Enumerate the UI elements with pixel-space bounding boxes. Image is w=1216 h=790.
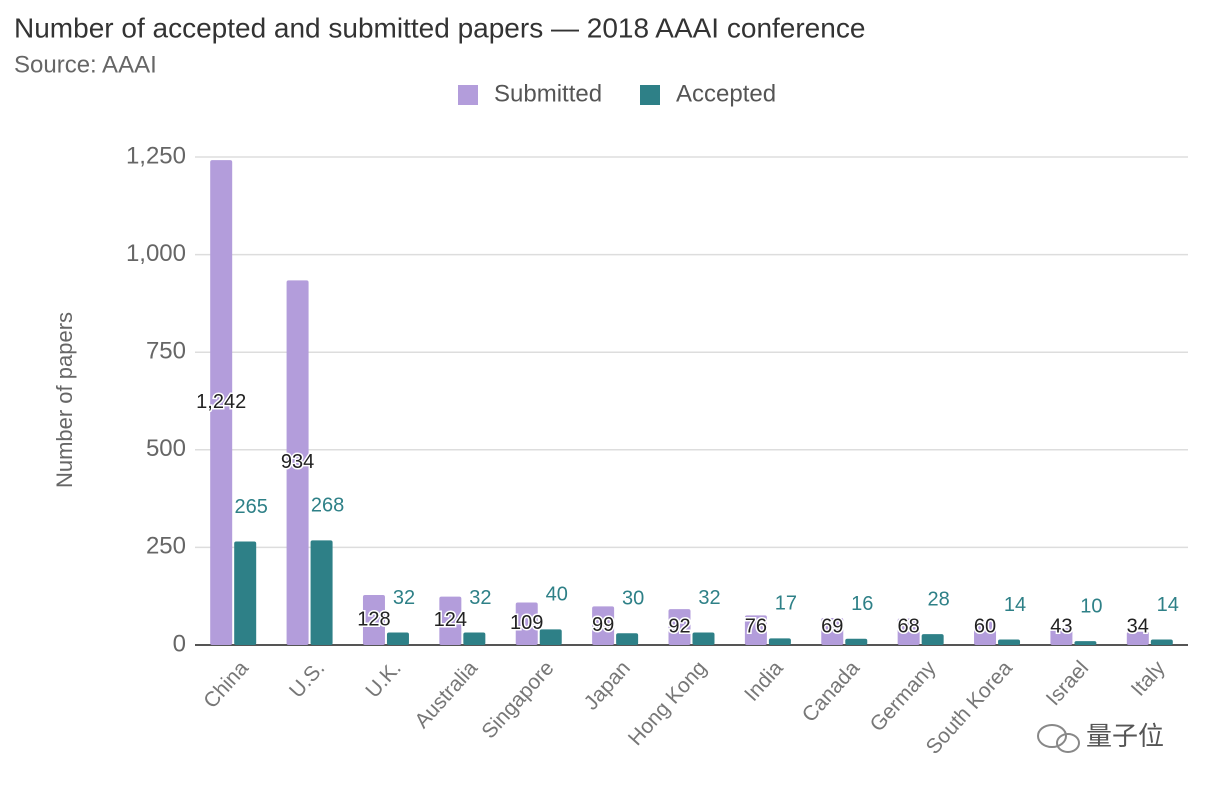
y-axis-label: Number of papers bbox=[52, 312, 77, 488]
value-label: 16 bbox=[851, 593, 873, 615]
value-label: 265 bbox=[235, 496, 268, 518]
y-tick-label: 1,250 bbox=[126, 142, 186, 169]
value-label: 32 bbox=[698, 587, 720, 609]
x-tick-label: Japan bbox=[580, 657, 635, 715]
value-label: 128 bbox=[357, 608, 390, 630]
bar bbox=[1150, 639, 1173, 645]
legend-label: Accepted bbox=[676, 80, 776, 107]
value-label: 30 bbox=[622, 588, 644, 610]
value-label: 268 bbox=[311, 495, 344, 517]
bar bbox=[463, 632, 486, 645]
bar bbox=[362, 595, 385, 645]
value-label: 109 bbox=[510, 612, 543, 634]
bar bbox=[974, 621, 997, 645]
value-label: 68 bbox=[898, 615, 920, 637]
x-tick-label: Australia bbox=[410, 656, 482, 732]
value-label: 32 bbox=[469, 587, 491, 609]
y-tick-label: 0 bbox=[173, 630, 186, 657]
bar bbox=[768, 638, 791, 645]
bar bbox=[310, 540, 333, 645]
bar bbox=[616, 633, 639, 645]
legend-swatch bbox=[458, 85, 478, 105]
bar bbox=[1050, 628, 1073, 645]
value-label: 92 bbox=[668, 615, 690, 637]
value-label: 124 bbox=[434, 609, 467, 631]
y-tick-label: 750 bbox=[146, 338, 186, 365]
bar bbox=[821, 618, 844, 645]
bar bbox=[539, 629, 562, 645]
watermark: 量子位 bbox=[1086, 721, 1164, 751]
watermark-icon bbox=[1037, 724, 1080, 753]
value-label: 28 bbox=[928, 588, 950, 610]
bar bbox=[592, 606, 615, 645]
value-label: 40 bbox=[546, 584, 568, 606]
y-tick-label: 1,000 bbox=[126, 240, 186, 267]
value-label: 69 bbox=[821, 615, 843, 637]
bar bbox=[439, 596, 462, 645]
bar bbox=[234, 541, 257, 645]
x-tick-label: Italy bbox=[1127, 656, 1170, 700]
y-tick-label: 500 bbox=[146, 435, 186, 462]
bar bbox=[692, 632, 715, 645]
x-tick-label: Germany bbox=[866, 656, 941, 736]
value-label: 99 bbox=[592, 614, 614, 636]
chart-title: Number of accepted and submitted papers … bbox=[14, 12, 865, 43]
value-label: 934 bbox=[281, 451, 314, 473]
bar bbox=[845, 638, 868, 645]
value-label: 1,242 bbox=[196, 391, 246, 413]
value-label: 14 bbox=[1157, 594, 1179, 616]
bar bbox=[1126, 631, 1149, 645]
legend-swatch bbox=[640, 85, 660, 105]
x-tick-label: Israel bbox=[1042, 657, 1093, 711]
bar bbox=[286, 280, 309, 645]
x-tick-label: Hong Kong bbox=[624, 657, 711, 750]
x-tick-label: Singapore bbox=[477, 657, 558, 744]
y-tick-label: 250 bbox=[146, 533, 186, 560]
value-label: 10 bbox=[1080, 595, 1102, 617]
chart-subtitle: Source: AAAI bbox=[14, 51, 157, 78]
bar bbox=[668, 609, 691, 645]
x-tick-label: China bbox=[199, 656, 253, 712]
value-label: 17 bbox=[775, 593, 797, 615]
bar bbox=[210, 160, 233, 645]
bar bbox=[921, 634, 944, 645]
bar bbox=[897, 618, 920, 645]
value-label: 34 bbox=[1127, 615, 1149, 637]
value-label: 14 bbox=[1004, 594, 1026, 616]
legend-label: Submitted bbox=[494, 80, 602, 107]
value-label: 60 bbox=[974, 615, 996, 637]
bar bbox=[744, 615, 767, 645]
bar bbox=[515, 602, 538, 645]
value-label: 32 bbox=[393, 587, 415, 609]
x-tick-label: India bbox=[740, 656, 788, 705]
x-tick-label: Canada bbox=[798, 656, 865, 726]
x-tick-label: U.S. bbox=[285, 657, 329, 703]
value-label: 43 bbox=[1050, 615, 1072, 637]
value-label: 76 bbox=[745, 615, 767, 637]
bar bbox=[386, 632, 409, 645]
bar bbox=[998, 639, 1021, 645]
x-tick-label: U.K. bbox=[361, 657, 405, 703]
bar bbox=[1074, 641, 1097, 645]
